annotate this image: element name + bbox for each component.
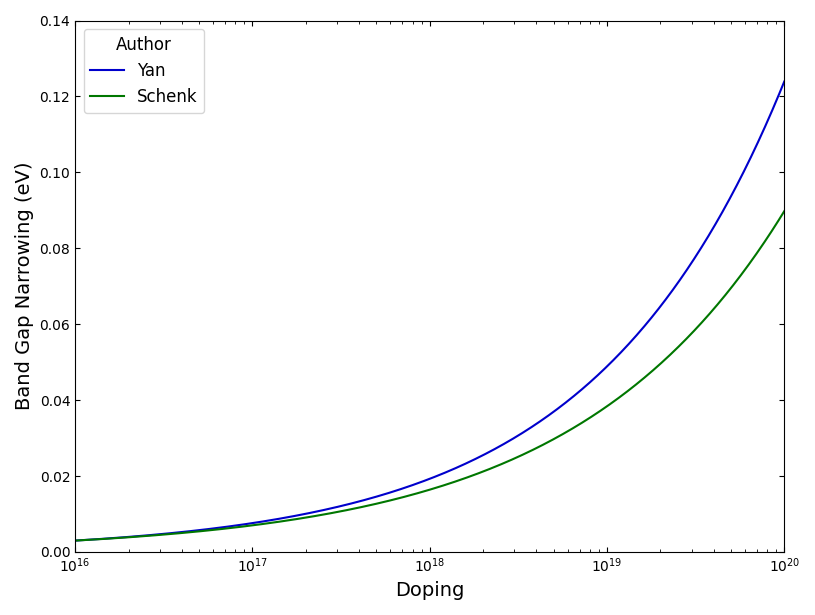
Line: Yan: Yan xyxy=(75,82,784,541)
Schenk xyxy=(636,377,645,384)
Line: Schenk: Schenk xyxy=(75,211,784,541)
Y-axis label: Band Gap Narrowing (eV): Band Gap Narrowing (eV) xyxy=(15,162,34,410)
Schenk xyxy=(623,387,633,394)
Schenk xyxy=(779,207,789,215)
Yan xyxy=(623,341,633,348)
Yan xyxy=(143,531,152,539)
Schenk xyxy=(357,503,367,510)
Schenk xyxy=(70,537,80,544)
X-axis label: Doping: Doping xyxy=(395,581,465,600)
Yan xyxy=(779,78,789,85)
Yan xyxy=(357,497,367,504)
Schenk xyxy=(557,430,567,438)
Yan xyxy=(382,490,392,497)
Yan xyxy=(636,327,645,334)
Yan xyxy=(557,402,567,409)
Yan xyxy=(70,537,80,544)
Legend: Yan, Schenk: Yan, Schenk xyxy=(83,29,204,113)
Schenk xyxy=(382,498,392,505)
Schenk xyxy=(143,532,152,539)
